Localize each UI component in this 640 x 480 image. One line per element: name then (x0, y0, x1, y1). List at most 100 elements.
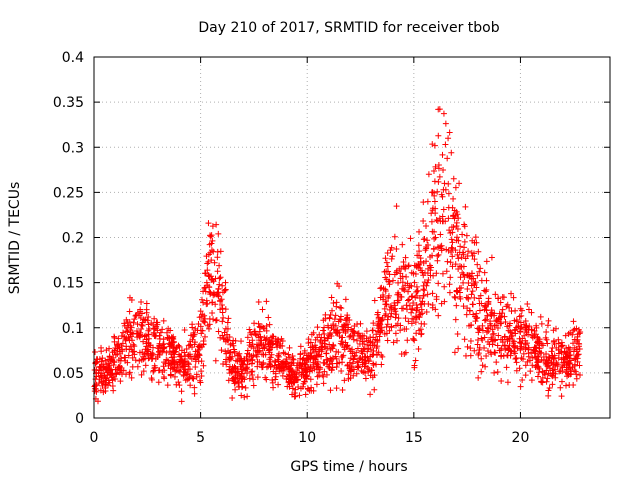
data-point (244, 361, 251, 368)
data-point (164, 382, 171, 389)
data-point (132, 357, 139, 364)
data-point (382, 255, 389, 262)
data-point (483, 329, 490, 336)
data-point (354, 330, 361, 337)
data-point (558, 348, 565, 355)
data-point (294, 376, 301, 383)
data-point (421, 287, 428, 294)
data-point (140, 338, 147, 345)
data-point (424, 291, 431, 298)
data-point (200, 362, 207, 369)
data-point (386, 271, 393, 278)
data-point (503, 364, 510, 371)
data-point (307, 350, 314, 357)
data-point (377, 321, 384, 328)
data-point (350, 336, 357, 343)
data-point (263, 335, 270, 342)
data-point (326, 341, 333, 348)
data-point (405, 288, 412, 295)
data-point (549, 367, 556, 374)
data-point (417, 264, 424, 271)
data-point (378, 316, 385, 323)
data-point (222, 286, 229, 293)
data-point (317, 337, 324, 344)
data-point (327, 311, 334, 318)
data-point (134, 334, 141, 341)
data-point (436, 106, 443, 113)
data-point (376, 333, 383, 340)
data-point (471, 347, 478, 354)
data-point (112, 351, 119, 358)
data-point (536, 365, 543, 372)
data-point (460, 251, 467, 258)
data-point (441, 283, 448, 290)
data-point (462, 255, 469, 262)
data-point (211, 259, 218, 266)
data-point (217, 248, 224, 255)
data-point (484, 324, 491, 331)
plot-frame (93, 56, 611, 419)
data-point (476, 268, 483, 275)
data-point (424, 279, 431, 286)
data-point (431, 142, 438, 149)
data-point (215, 286, 222, 293)
data-point (361, 363, 368, 370)
data-point (138, 326, 145, 333)
data-point (180, 373, 187, 380)
data-point (339, 323, 346, 330)
data-point (431, 235, 438, 242)
data-point (420, 218, 427, 225)
data-point (389, 253, 396, 260)
data-point (139, 322, 146, 329)
data-point (399, 279, 406, 286)
data-point (321, 340, 328, 347)
data-point (388, 324, 395, 331)
data-point (563, 345, 570, 352)
data-point (437, 231, 444, 238)
data-point (468, 249, 475, 256)
data-point (470, 275, 477, 282)
data-point (436, 173, 443, 180)
data-point (413, 330, 420, 337)
data-point (417, 301, 424, 308)
data-point (391, 233, 398, 240)
data-point (222, 279, 229, 286)
data-point (510, 343, 517, 350)
data-point (338, 367, 345, 374)
data-point (305, 336, 312, 343)
data-point (344, 321, 351, 328)
data-point (439, 270, 446, 277)
data-point (152, 364, 159, 371)
data-point (236, 350, 243, 357)
data-point (229, 395, 236, 402)
data-point (200, 341, 207, 348)
data-point (185, 360, 192, 367)
data-point (145, 346, 152, 353)
data-point (193, 373, 200, 380)
data-point (127, 343, 134, 350)
data-point (256, 358, 263, 365)
data-point (344, 312, 351, 319)
data-point (115, 357, 122, 364)
data-point (450, 224, 457, 231)
data-point (194, 354, 201, 361)
data-point (207, 289, 214, 296)
data-point (536, 348, 543, 355)
data-point (469, 301, 476, 308)
data-point (146, 325, 153, 332)
data-point (468, 321, 475, 328)
data-point (314, 373, 321, 380)
data-point (342, 296, 349, 303)
data-point (201, 319, 208, 326)
data-point (385, 278, 392, 285)
data-point (491, 349, 498, 356)
data-point (339, 341, 346, 348)
data-point (498, 378, 505, 385)
data-point (280, 349, 287, 356)
data-point (394, 320, 401, 327)
data-point (405, 318, 412, 325)
data-point (164, 335, 171, 342)
data-point (402, 254, 409, 261)
data-point (432, 234, 439, 241)
data-point (448, 244, 455, 251)
